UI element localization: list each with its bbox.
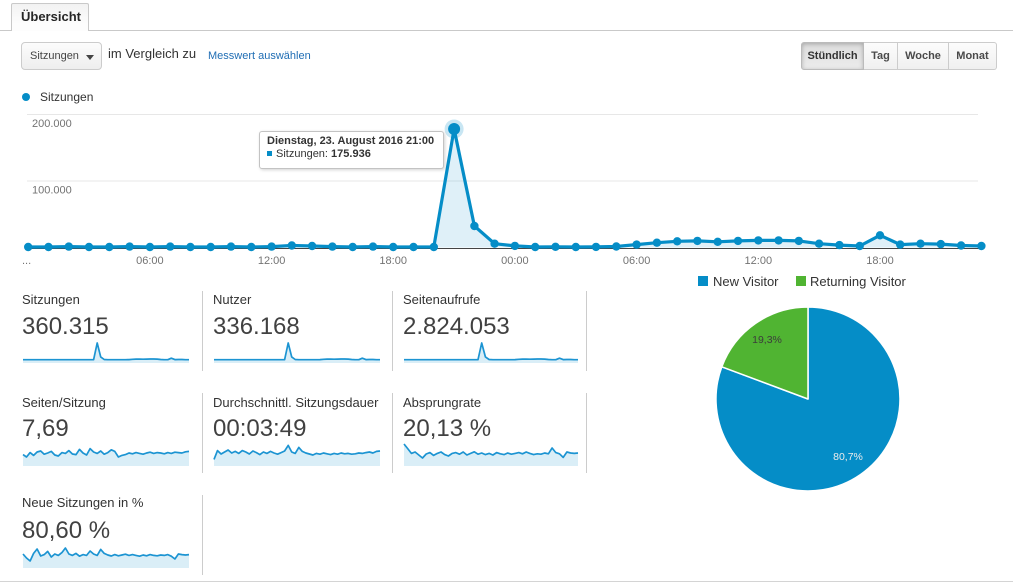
- svg-text:80,7%: 80,7%: [833, 451, 863, 463]
- svg-text:...: ...: [22, 255, 31, 267]
- svg-text:19,3%: 19,3%: [752, 334, 782, 346]
- svg-text:12:00: 12:00: [258, 255, 286, 267]
- svg-text:06:00: 06:00: [623, 255, 651, 267]
- svg-text:100.000: 100.000: [32, 185, 72, 197]
- svg-text:200.000: 200.000: [32, 118, 72, 130]
- svg-text:12:00: 12:00: [745, 255, 773, 267]
- svg-text:00:00: 00:00: [501, 255, 529, 267]
- svg-text:18:00: 18:00: [866, 255, 894, 267]
- svg-text:06:00: 06:00: [136, 255, 164, 267]
- svg-text:18:00: 18:00: [379, 255, 407, 267]
